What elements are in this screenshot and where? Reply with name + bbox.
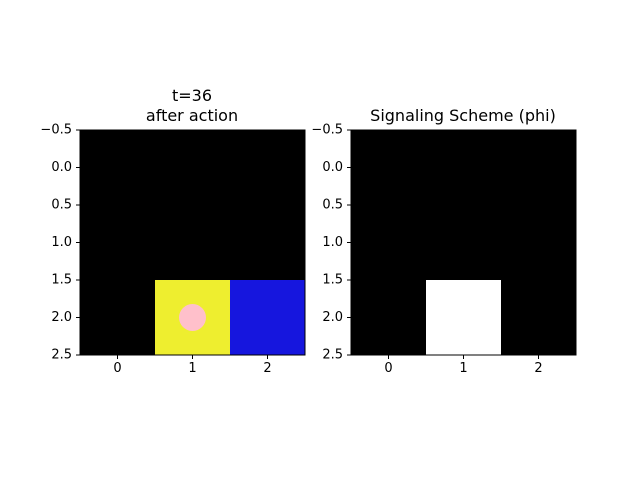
y-tick-label: 0.5 (51, 198, 72, 213)
y-axis: −0.5 0.0 0.5 1.0 1.5 2.0 2.5 (40, 123, 80, 363)
y-tick-label: 2.0 (51, 310, 72, 325)
y-tick-label: 2.0 (322, 310, 343, 325)
x-tick-label: 0 (113, 361, 121, 376)
heatmap-cells (351, 130, 576, 355)
heatmap-cell-r0-c0 (351, 130, 426, 205)
y-axis: −0.5 0.0 0.5 1.0 1.5 2.0 2.5 (311, 123, 351, 363)
heatmap-cell-r1-c1 (155, 205, 230, 280)
heatmap-cell-r0-c1 (426, 130, 501, 205)
x-tick-label: 2 (263, 361, 271, 376)
x-tick-label: 1 (188, 361, 196, 376)
y-tick-label: 2.5 (322, 348, 343, 363)
x-axis: 0 1 2 (384, 355, 543, 376)
heatmap-panel-agent: t=36 after action −0.5 0.0 0.5 1.0 1.5 2.0 2.5… (40, 86, 306, 376)
y-tick-label: −0.5 (40, 123, 72, 138)
y-tick-label: 1.0 (322, 235, 343, 250)
panel-title-line2: after action (146, 106, 238, 125)
heatmap-cell-r1-c2 (501, 205, 576, 280)
heatmap-cells (80, 130, 305, 355)
heatmap-cell-r2-c0 (351, 280, 426, 355)
heatmap-cell-r2-c2 (230, 280, 305, 355)
y-tick-label: 0.0 (51, 160, 72, 175)
heatmap-cell-r2-c1 (426, 280, 501, 355)
heatmap-panel-signaling: Signaling Scheme (phi) −0.5 0.0 0.5 1.0 1.5 2… (311, 106, 577, 376)
heatmap-cell-r0-c2 (230, 130, 305, 205)
heatmap-cell-r1-c0 (80, 205, 155, 280)
x-tick-label: 2 (534, 361, 542, 376)
heatmap-cell-r0-c2 (501, 130, 576, 205)
panel-title: Signaling Scheme (phi) (370, 106, 556, 125)
heatmap-cell-r0-c0 (80, 130, 155, 205)
x-tick-label: 1 (459, 361, 467, 376)
y-tick-label: 0.5 (322, 198, 343, 213)
heatmap-cell-r0-c1 (155, 130, 230, 205)
y-tick-label: −0.5 (311, 123, 343, 138)
heatmap-markers (179, 304, 206, 331)
y-tick-label: 2.5 (51, 348, 72, 363)
y-tick-label: 1.5 (51, 273, 72, 288)
x-axis: 0 1 2 (113, 355, 272, 376)
panel-title-line1: t=36 (172, 86, 212, 105)
heatmap-cell-r1-c0 (351, 205, 426, 280)
y-tick-label: 0.0 (322, 160, 343, 175)
heatmap-cell-r1-c2 (230, 205, 305, 280)
heatmap-cell-r1-c1 (426, 205, 501, 280)
x-tick-label: 0 (384, 361, 392, 376)
heatmap-cell-r2-c0 (80, 280, 155, 355)
y-tick-label: 1.0 (51, 235, 72, 250)
agent-marker (179, 304, 206, 331)
heatmap-cell-r2-c2 (501, 280, 576, 355)
y-tick-label: 1.5 (322, 273, 343, 288)
